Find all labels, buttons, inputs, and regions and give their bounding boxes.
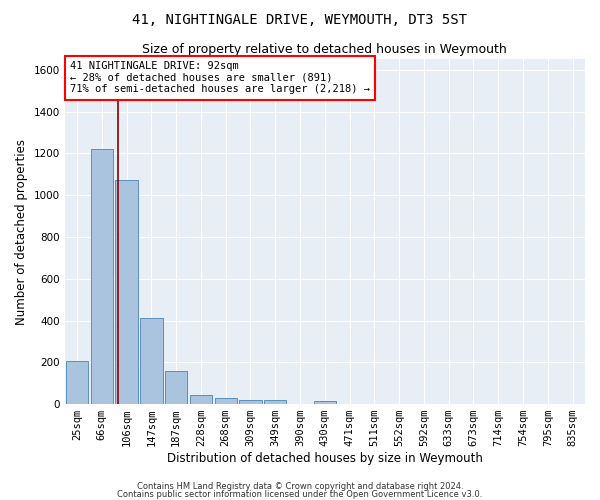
Text: 41, NIGHTINGALE DRIVE, WEYMOUTH, DT3 5ST: 41, NIGHTINGALE DRIVE, WEYMOUTH, DT3 5ST (133, 12, 467, 26)
Bar (91, 149, 113, 404)
Bar (314, 401, 336, 404)
Bar (190, 395, 212, 404)
Title: Size of property relative to detached houses in Weymouth: Size of property relative to detached ho… (142, 42, 507, 56)
Y-axis label: Number of detached properties: Number of detached properties (15, 139, 28, 325)
Text: Contains public sector information licensed under the Open Government Licence v3: Contains public sector information licen… (118, 490, 482, 499)
Bar (264, 400, 286, 404)
Bar (140, 318, 163, 404)
Bar (165, 370, 187, 404)
X-axis label: Distribution of detached houses by size in Weymouth: Distribution of detached houses by size … (167, 452, 483, 465)
Bar (215, 398, 237, 404)
Bar (239, 400, 262, 404)
Text: Contains HM Land Registry data © Crown copyright and database right 2024.: Contains HM Land Registry data © Crown c… (137, 482, 463, 491)
Text: 41 NIGHTINGALE DRIVE: 92sqm
← 28% of detached houses are smaller (891)
71% of se: 41 NIGHTINGALE DRIVE: 92sqm ← 28% of det… (70, 61, 370, 94)
Bar (115, 180, 138, 404)
Bar (66, 362, 88, 404)
